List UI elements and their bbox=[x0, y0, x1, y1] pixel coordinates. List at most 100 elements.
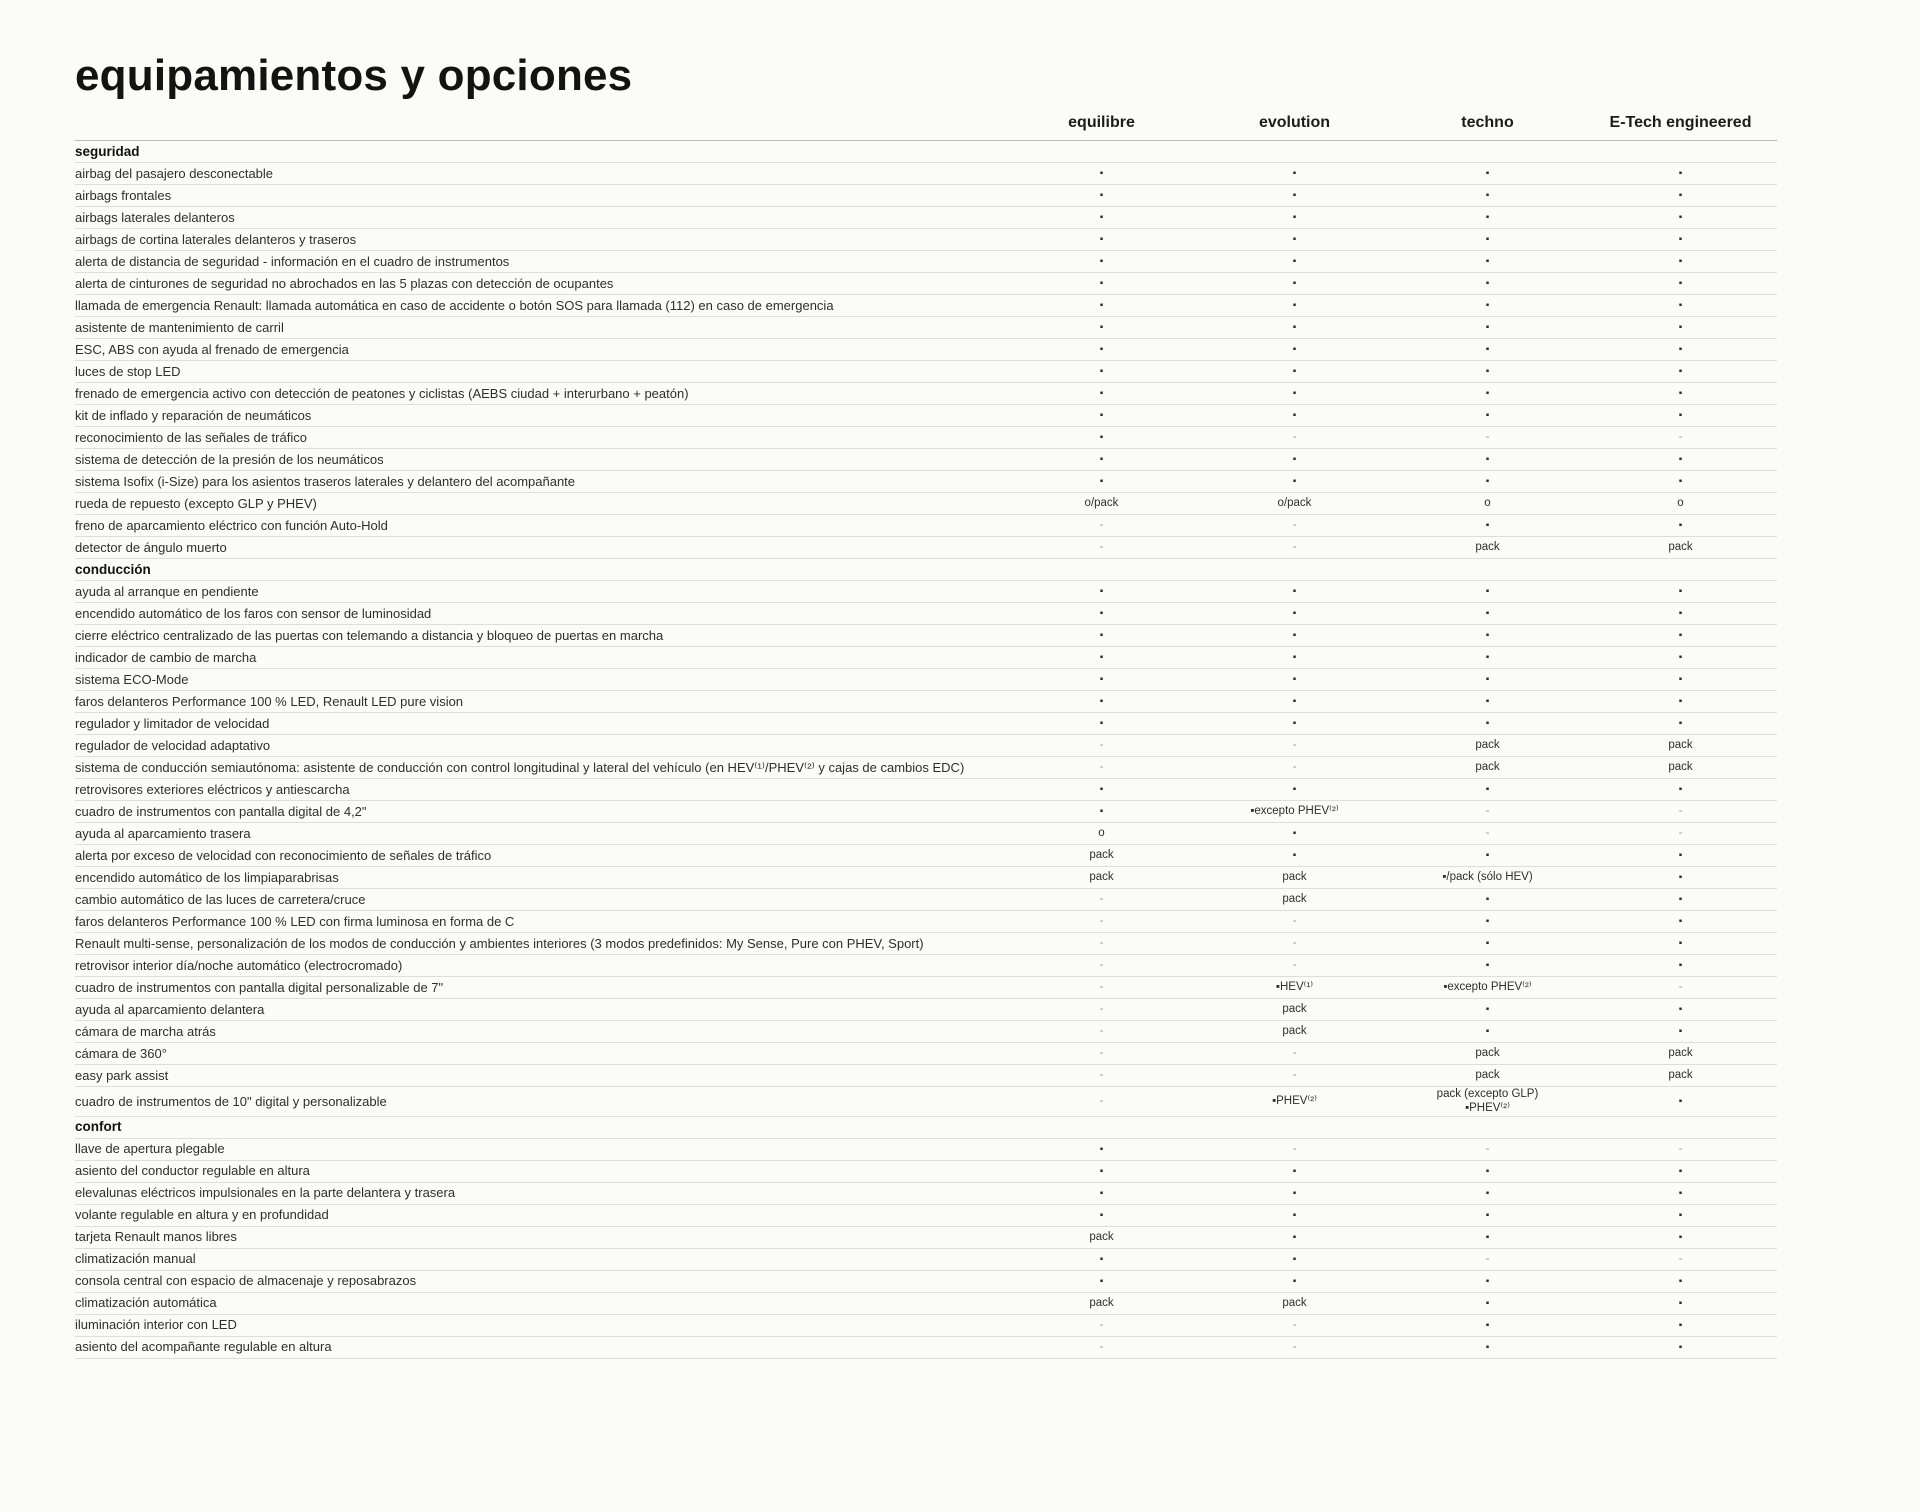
table-row: cambio automático de las luces de carret… bbox=[75, 889, 1777, 912]
value-cell: pack bbox=[1282, 1025, 1307, 1038]
value-cell: ▪ bbox=[1678, 300, 1683, 312]
value-cell: - bbox=[1678, 827, 1683, 840]
value-cell: - bbox=[1292, 1340, 1297, 1353]
value-cell: - bbox=[1485, 1252, 1490, 1265]
table-row: indicador de cambio de marcha ▪ ▪ ▪ ▪ bbox=[75, 647, 1777, 670]
value-cell: - bbox=[1678, 1252, 1683, 1265]
value-cell: ▪ bbox=[1678, 212, 1683, 224]
value-cell: ▪ bbox=[1485, 1341, 1490, 1353]
feature-label: alerta por exceso de velocidad con recon… bbox=[75, 847, 492, 863]
table-row: llave de apertura plegable ▪ - - - bbox=[75, 1139, 1777, 1161]
value-cell: ▪ bbox=[1292, 1165, 1297, 1177]
table-row: asistente de mantenimiento de carril ▪ ▪ ▪ ▪ bbox=[75, 317, 1777, 340]
value-cell: ▪ bbox=[1678, 190, 1683, 202]
value-cell: ▪ bbox=[1485, 1209, 1490, 1221]
value-cell: pack (excepto GLP) ▪PHEV⁽²⁾ bbox=[1436, 1088, 1539, 1114]
value-cell: pack bbox=[1475, 1047, 1500, 1060]
value-cell: - bbox=[1099, 893, 1104, 906]
value-cell: ▪ bbox=[1292, 168, 1297, 180]
table-row: faros delanteros Performance 100 % LED c… bbox=[75, 911, 1777, 934]
value-cell: ▪ bbox=[1292, 586, 1297, 598]
table-row: llamada de emergencia Renault: llamada a… bbox=[75, 295, 1777, 318]
feature-label: cambio automático de las luces de carret… bbox=[75, 891, 366, 907]
value-cell: ▪ bbox=[1485, 168, 1490, 180]
table-row: ayuda al arranque en pendiente ▪ ▪ ▪ ▪ bbox=[75, 581, 1777, 604]
table-row: retrovisores exteriores eléctricos y ant… bbox=[75, 779, 1777, 802]
value-cell: ▪ bbox=[1485, 1319, 1490, 1331]
value-cell: ▪ bbox=[1292, 1187, 1297, 1199]
table-row: ayuda al aparcamiento trasera o ▪ - - bbox=[75, 823, 1777, 846]
feature-label: climatización manual bbox=[75, 1251, 196, 1267]
value-cell: ▪ bbox=[1485, 608, 1490, 620]
value-cell: ▪HEV⁽¹⁾ bbox=[1275, 981, 1314, 994]
feature-label: sistema Isofix (i-Size) para los asiento… bbox=[75, 473, 576, 489]
value-cell: ▪ bbox=[1099, 652, 1104, 664]
table-row: luces de stop LED ▪ ▪ ▪ ▪ bbox=[75, 361, 1777, 384]
value-cell: ▪ bbox=[1099, 674, 1104, 686]
table-row: asiento del acompañante regulable en alt… bbox=[75, 1337, 1777, 1359]
table-row: airbags de cortina laterales delanteros … bbox=[75, 229, 1777, 252]
feature-label: iluminación interior con LED bbox=[75, 1317, 237, 1333]
brochure-page: equipamientos y opciones equilibre evolu… bbox=[75, 51, 1777, 1359]
value-cell: - bbox=[1099, 761, 1104, 774]
value-cell: o bbox=[1484, 497, 1491, 510]
table-row: freno de aparcamiento eléctrico con func… bbox=[75, 515, 1777, 538]
value-cell: ▪ bbox=[1678, 1095, 1683, 1107]
value-cell: - bbox=[1099, 981, 1104, 994]
value-cell: - bbox=[1099, 1069, 1104, 1082]
value-cell: - bbox=[1678, 981, 1683, 994]
value-cell: ▪ bbox=[1292, 410, 1297, 422]
value-cell: ▪ bbox=[1485, 1297, 1490, 1309]
value-cell: ▪ bbox=[1292, 1275, 1297, 1287]
value-cell: ▪ bbox=[1485, 586, 1490, 598]
feature-label: regulador y limitador de velocidad bbox=[75, 715, 270, 731]
table-row: ayuda al aparcamiento delantera - pack ▪ ▪ bbox=[75, 999, 1777, 1022]
value-cell: ▪ bbox=[1485, 1165, 1490, 1177]
table-row: cámara de marcha atrás - pack ▪ ▪ bbox=[75, 1021, 1777, 1044]
feature-label: retrovisor interior día/noche automático… bbox=[75, 957, 403, 973]
feature-label: freno de aparcamiento eléctrico con func… bbox=[75, 517, 388, 533]
feature-label: airbags de cortina laterales delanteros … bbox=[75, 231, 357, 247]
value-cell: ▪ bbox=[1678, 454, 1683, 466]
value-cell: ▪ bbox=[1292, 476, 1297, 488]
table-row: airbags frontales ▪ ▪ ▪ ▪ bbox=[75, 185, 1777, 208]
table-row: kit de inflado y reparación de neumático… bbox=[75, 405, 1777, 428]
value-cell: ▪ bbox=[1678, 916, 1683, 928]
value-cell: ▪ bbox=[1485, 366, 1490, 378]
value-cell: ▪ bbox=[1099, 322, 1104, 334]
page-title: equipamientos y opciones bbox=[75, 51, 633, 100]
table-row: airbags laterales delanteros ▪ ▪ ▪ ▪ bbox=[75, 207, 1777, 230]
value-cell: ▪ bbox=[1678, 388, 1683, 400]
table-row: cuadro de instrumentos con pantalla digi… bbox=[75, 977, 1777, 1000]
value-cell: ▪ bbox=[1678, 652, 1683, 664]
value-cell: ▪excepto PHEV⁽²⁾ bbox=[1250, 805, 1339, 818]
table-row: asiento del conductor regulable en altur… bbox=[75, 1161, 1777, 1183]
value-cell: - bbox=[1099, 519, 1104, 532]
feature-label: luces de stop LED bbox=[75, 363, 181, 379]
feature-label: kit de inflado y reparación de neumático… bbox=[75, 407, 312, 423]
value-cell: ▪ bbox=[1292, 300, 1297, 312]
value-cell: ▪ bbox=[1292, 828, 1297, 840]
feature-label: rueda de repuesto (excepto GLP y PHEV) bbox=[75, 495, 317, 511]
table-row: elevalunas eléctricos impulsionales en l… bbox=[75, 1183, 1777, 1205]
value-cell: ▪ bbox=[1485, 916, 1490, 928]
value-cell: ▪ bbox=[1099, 586, 1104, 598]
value-cell: ▪ bbox=[1099, 366, 1104, 378]
feature-label: sistema de conducción semiautónoma: asis… bbox=[75, 759, 965, 775]
value-cell: pack bbox=[1089, 1230, 1114, 1243]
value-cell: ▪ bbox=[1485, 938, 1490, 950]
value-cell: ▪ bbox=[1678, 344, 1683, 356]
table-row: sistema ECO-Mode ▪ ▪ ▪ ▪ bbox=[75, 669, 1777, 692]
value-cell: - bbox=[1292, 1142, 1297, 1155]
table-row: detector de ángulo muerto - - pack pack bbox=[75, 537, 1777, 560]
value-cell: ▪ bbox=[1485, 652, 1490, 664]
value-cell: ▪ bbox=[1678, 1231, 1683, 1243]
value-cell: ▪ bbox=[1678, 1319, 1683, 1331]
value-cell: - bbox=[1292, 431, 1297, 444]
value-cell: ▪ bbox=[1099, 212, 1104, 224]
value-cell: ▪ bbox=[1292, 234, 1297, 246]
table-row: consola central con espacio de almacenaj… bbox=[75, 1271, 1777, 1293]
value-cell: ▪ bbox=[1099, 718, 1104, 730]
value-cell: ▪ bbox=[1099, 256, 1104, 268]
value-cell: ▪ bbox=[1099, 1143, 1104, 1155]
